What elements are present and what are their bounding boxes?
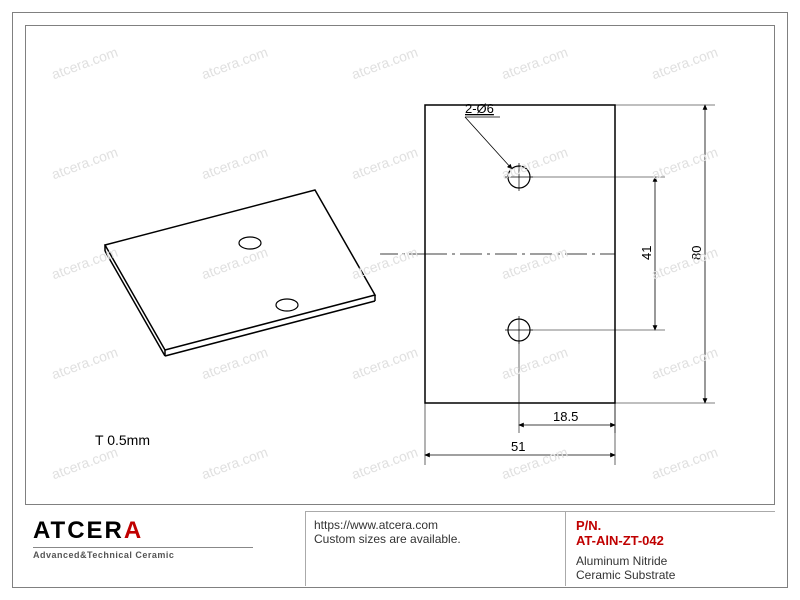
pn-value: AT-AlN-ZT-042 (576, 533, 765, 548)
brand-red: A (124, 517, 143, 544)
technical-drawing-svg: T 0.5mm 2-Ø6 80 (25, 25, 775, 505)
front-view (380, 105, 615, 403)
custom-note: Custom sizes are available. (314, 532, 557, 546)
part-info: P/N. AT-AlN-ZT-042 Aluminum Nitride Cera… (565, 511, 775, 586)
brand-name: ATCERA (33, 517, 297, 545)
svg-text:80: 80 (689, 246, 704, 260)
brand-black: ATCER (33, 517, 124, 544)
svg-text:2-Ø6: 2-Ø6 (465, 101, 494, 116)
dim-width-51: 51 (425, 403, 615, 465)
isometric-view (105, 190, 375, 356)
brand-tagline: Advanced&Technical Ceramic (33, 550, 297, 560)
svg-text:41: 41 (639, 246, 654, 260)
material-line-1: Aluminum Nitride (576, 554, 765, 568)
hole-callout: 2-Ø6 (465, 101, 512, 169)
svg-text:18.5: 18.5 (553, 409, 578, 424)
svg-text:51: 51 (511, 439, 525, 454)
dim-hole-offset-18.5: 18.5 (519, 341, 615, 433)
material-line-2: Ceramic Substrate (576, 568, 765, 582)
dim-hole-spacing-41: 41 (530, 177, 665, 330)
title-block: ATCERA Advanced&Technical Ceramic https:… (25, 511, 775, 586)
logo-block: ATCERA Advanced&Technical Ceramic (25, 511, 305, 586)
company-url: https://www.atcera.com (314, 518, 557, 532)
footer-info: https://www.atcera.com Custom sizes are … (305, 511, 565, 586)
pn-label: P/N. (576, 518, 765, 533)
thickness-label: T 0.5mm (95, 432, 150, 448)
dim-height-80: 80 (615, 105, 715, 403)
drawing-area: T 0.5mm 2-Ø6 80 (25, 25, 775, 505)
